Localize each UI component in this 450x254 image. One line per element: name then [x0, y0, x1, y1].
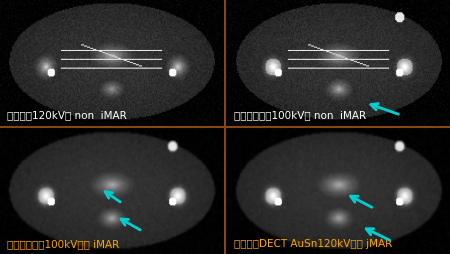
Text: 非造影（120kV） non  iMAR: 非造影（120kV） non iMAR — [7, 109, 126, 119]
Text: 早期動脈相（100kV）＋ iMAR: 早期動脈相（100kV）＋ iMAR — [7, 238, 119, 248]
Text: 平衡相（DECT AuSn120kV）＋ jMAR: 平衡相（DECT AuSn120kV）＋ jMAR — [234, 238, 392, 248]
Text: 早期動脈相（100kV） non  iMAR: 早期動脈相（100kV） non iMAR — [234, 109, 366, 119]
